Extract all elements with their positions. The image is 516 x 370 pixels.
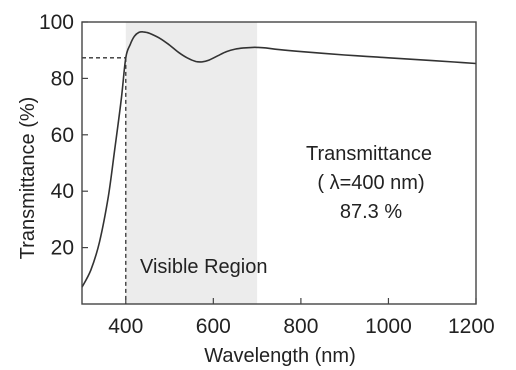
visible-region-label: Visible Region	[140, 256, 268, 278]
y-tick-label: 100	[39, 11, 74, 34]
y-tick-label: 80	[51, 67, 74, 90]
y-tick-label: 40	[51, 180, 74, 203]
x-tick-label: 1200	[448, 315, 495, 338]
x-tick-label: 800	[283, 315, 318, 338]
annotation-line-2: ( λ=400 nm)	[317, 172, 424, 194]
y-tick-label: 60	[51, 124, 74, 147]
x-tick-label: 1000	[365, 315, 412, 338]
reference-lines	[82, 58, 126, 304]
annotation-line-3: 87.3 %	[340, 201, 402, 223]
annotation-line-1: Transmittance	[306, 143, 432, 165]
x-axis-title: Wavelength (nm)	[204, 345, 356, 367]
y-axis: 20 40 60 80 100	[39, 11, 88, 260]
y-axis-title: Transmittance (%)	[17, 97, 39, 260]
y-tick-label: 20	[51, 237, 74, 260]
x-tick-label: 400	[108, 315, 143, 338]
x-tick-label: 600	[196, 315, 231, 338]
